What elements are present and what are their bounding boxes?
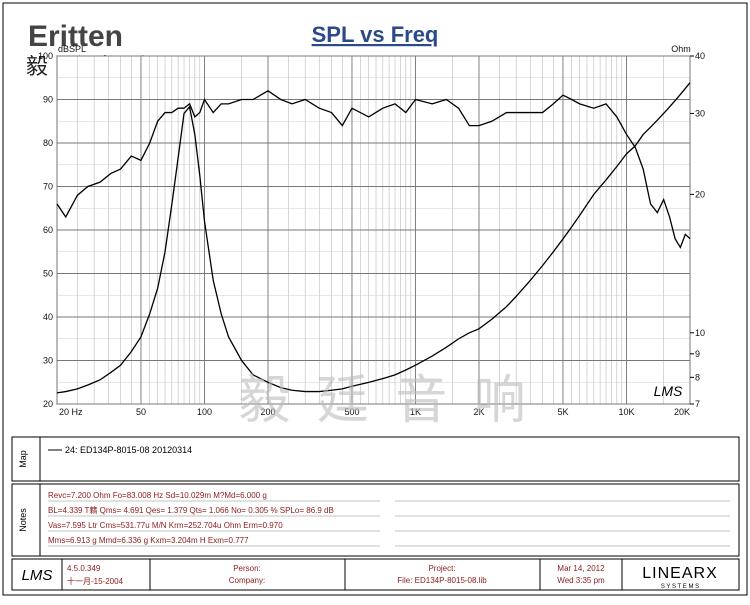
plot-mark: LMS	[654, 383, 683, 399]
y-tick-label: 60	[43, 225, 53, 235]
y2-tick-label: 9	[695, 349, 700, 359]
note-line: BL=4.339 T籍 Qms= 4.691 Qes= 1.379 Qts= 1…	[48, 505, 334, 515]
y2-tick-label: 7	[695, 399, 700, 409]
logo: Eritten	[28, 20, 123, 53]
company: Company:	[229, 576, 265, 585]
y-tick-label: 80	[43, 138, 53, 148]
x-tick-label: 2K	[473, 407, 484, 417]
notes-label: Notes	[18, 508, 28, 532]
x-tick-label: 200	[260, 407, 275, 417]
y2-axis-label: Ohm	[671, 44, 691, 54]
watermark: 毅 廷 音 响	[238, 372, 531, 430]
project: Project:	[428, 564, 455, 573]
y2-tick-label: 20	[695, 189, 705, 199]
x-tick-label: 1K	[410, 407, 421, 417]
chart-title: SPL vs Freq	[312, 22, 439, 47]
series-line	[56, 90, 691, 249]
y-tick-label: 20	[43, 399, 53, 409]
note-line: Vas=7.595 Ltr Cms=531.77u M/N Krm=252.70…	[48, 521, 283, 530]
series-line	[56, 82, 691, 394]
note-line: Revc=7.200 Ohm Fo=83.008 Hz Sd=10.029m M…	[48, 491, 267, 500]
x-tick-label: 50	[136, 407, 146, 417]
y2-tick-label: 8	[695, 372, 700, 382]
y2-tick-label: 10	[695, 328, 705, 338]
note-line: Mms=6.913 g Mmd=6.336 g Kxm=3.204m H Exm…	[48, 536, 249, 545]
y-tick-label: 40	[43, 312, 53, 322]
time: Wed 3:35 pm	[557, 576, 605, 585]
y-axis-label: dBSPL	[58, 44, 86, 54]
y-tick-label: 90	[43, 95, 53, 105]
x-tick-label: 5K	[557, 407, 568, 417]
x-tick-label: 20 Hz	[59, 407, 83, 417]
y-tick-label: 30	[43, 356, 53, 366]
version: 4.5.0.349	[67, 564, 101, 573]
map-label: Map	[18, 450, 28, 468]
y2-tick-label: 40	[695, 51, 705, 61]
x-tick-label: 20K	[674, 407, 690, 417]
systems: S Y S T E M S	[661, 584, 699, 590]
x-tick-label: 10K	[618, 407, 634, 417]
file: File: ED134P-8015-08.lib	[397, 576, 487, 585]
x-tick-label: 100	[197, 407, 212, 417]
date: Mar 14, 2012	[557, 564, 605, 573]
x-tick-label: 500	[344, 407, 359, 417]
notes-panel	[11, 483, 740, 557]
y-tick-label: 100	[38, 51, 53, 61]
map-panel	[11, 436, 740, 482]
legend-entry: 24: ED134P-8015-08 20120314	[65, 445, 192, 455]
footer	[11, 558, 740, 591]
linearx: LINEARX	[642, 565, 717, 582]
person: Person:	[233, 564, 261, 573]
y2-tick-label: 30	[695, 108, 705, 118]
y-tick-label: 50	[43, 269, 53, 279]
date-old: 十一月-15-2004	[67, 576, 124, 586]
y-tick-label: 70	[43, 182, 53, 192]
footer-brand: LMS	[22, 567, 53, 584]
